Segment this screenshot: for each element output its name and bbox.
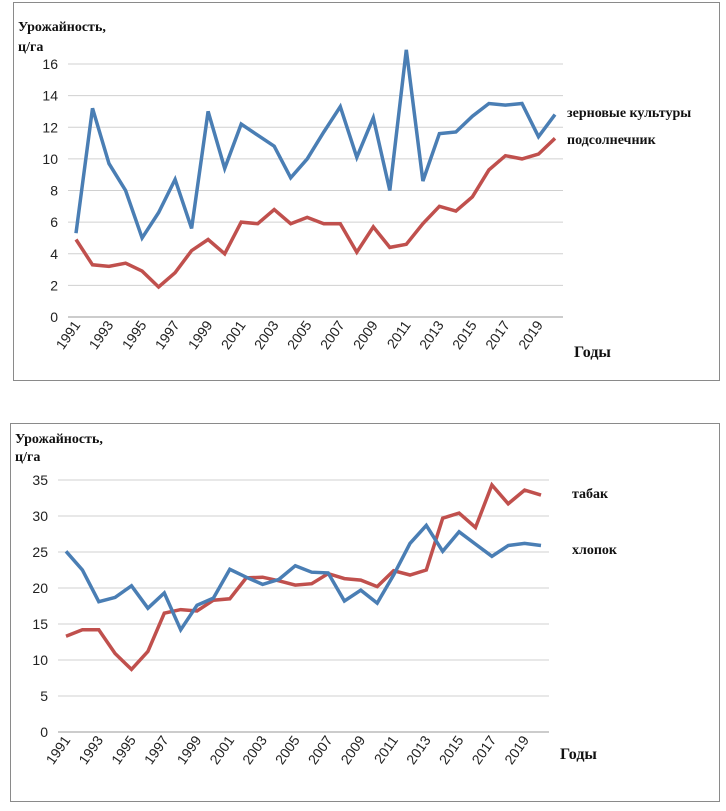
- x-tick-label: 1995: [108, 732, 139, 767]
- y-tick-label: 12: [42, 119, 58, 135]
- x-tick-label: 1999: [174, 732, 205, 767]
- x-tick-label: 2007: [305, 732, 336, 767]
- x-tick-label: 2013: [403, 732, 434, 767]
- x-tick-label: 2011: [371, 732, 401, 766]
- x-tick-label: 2015: [449, 317, 480, 352]
- x-tick-label: 1993: [86, 317, 117, 352]
- y-axis-unit: ц/га: [15, 450, 40, 465]
- x-tick-label: 2003: [239, 732, 270, 767]
- y-tick-label: 15: [32, 616, 48, 632]
- x-tick-label: 2009: [350, 317, 381, 352]
- y-tick-label: 8: [50, 183, 58, 199]
- legend-label-2: хлопок: [572, 543, 618, 558]
- y-tick-label: 25: [32, 544, 48, 560]
- y-axis-label: Урожайность,: [15, 432, 103, 447]
- y-tick-label: 4: [50, 246, 58, 262]
- x-tick-label: 2013: [416, 317, 447, 352]
- y-tick-label: 10: [32, 652, 48, 668]
- x-tick-label: 1995: [119, 317, 150, 352]
- y-tick-label: 6: [50, 214, 58, 230]
- x-tick-label: 2005: [272, 732, 303, 767]
- y-tick-label: 0: [50, 309, 58, 325]
- y-tick-label: 20: [32, 580, 48, 596]
- x-axis-label: Годы: [560, 746, 597, 763]
- y-tick-label: 5: [40, 688, 48, 704]
- chart-panel-bottom: 0 5 10 15 20 25 30 35 1991 1993 1995 1997 1999 2001 20…: [10, 423, 720, 802]
- x-tick-label: 2007: [317, 317, 348, 352]
- x-tick-label: 2001: [206, 732, 237, 767]
- series-line-2: [64, 522, 542, 634]
- y-tick-label: 35: [32, 472, 48, 488]
- x-tick-label: 2009: [337, 732, 368, 767]
- y-axis-label: Урожайность,: [18, 20, 106, 35]
- x-tick-label: 2003: [251, 317, 282, 352]
- legend-label-1: зерновые культуры: [567, 106, 691, 121]
- y-tick-label: 10: [42, 151, 58, 167]
- series-line-1: [74, 49, 557, 242]
- x-tick-label: 2017: [468, 732, 499, 767]
- x-tick-label: 2015: [436, 732, 467, 767]
- y-tick-label: 14: [42, 88, 58, 104]
- x-tick-label: 1997: [152, 317, 183, 352]
- x-tick-label: 2001: [218, 317, 249, 352]
- x-tick-label: 2017: [482, 317, 513, 352]
- series-line-1: [65, 481, 542, 672]
- x-tick-label: 2019: [515, 317, 546, 352]
- y-tick-label: 0: [40, 724, 48, 740]
- legend-label-2: подсолнечник: [567, 133, 657, 148]
- y-tick-label: 30: [32, 508, 48, 524]
- x-axis-label: Годы: [574, 344, 611, 361]
- chart-panel-top: 0 2 4 6 8 10 12 14 16 1991 1993 1995 1997 1999 2001 200…: [13, 2, 720, 381]
- legend-label-1: табак: [572, 487, 609, 502]
- x-tick-label: 2011: [383, 317, 413, 351]
- series-line-2: [74, 137, 557, 290]
- y-axis-unit: ц/га: [18, 40, 43, 55]
- x-tick-label: 1997: [141, 732, 172, 767]
- x-tick-label: 1993: [75, 732, 106, 767]
- x-tick-label: 1999: [185, 317, 216, 352]
- y-tick-label: 16: [42, 56, 58, 72]
- x-tick-label: 2019: [501, 732, 532, 767]
- y-tick-label: 2: [50, 277, 58, 293]
- x-tick-label: 2005: [284, 317, 315, 352]
